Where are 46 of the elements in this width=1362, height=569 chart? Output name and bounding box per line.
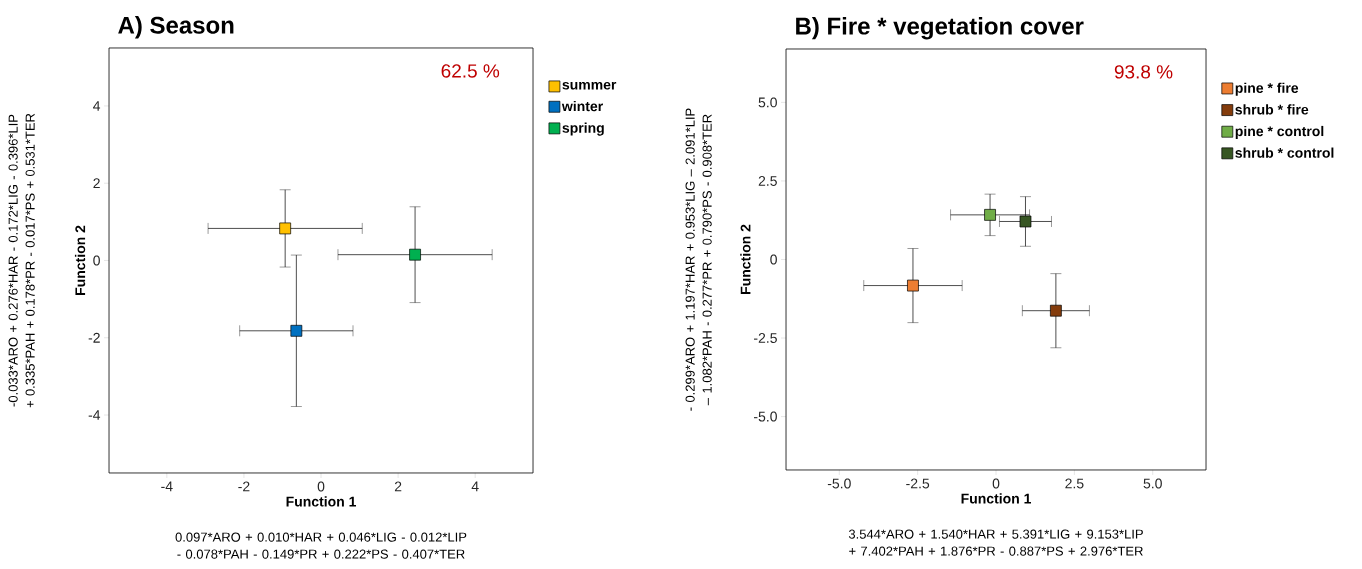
point (290, 324, 303, 337)
x-tick-label: 5.0 (1143, 478, 1162, 489)
y-tick-label: -2.5 (754, 333, 777, 343)
legend-label: pine * control (1235, 125, 1324, 139)
y-axis-title: Function 2 (740, 224, 751, 294)
chart-title: B) Fire * vegetation cover (796, 16, 1084, 40)
x-tick-label: 4 (471, 481, 479, 492)
y-tick-label: -4 (88, 410, 101, 420)
point (984, 209, 996, 221)
text: - 0.299*ARO + 1.197*HAR + 0.953*LIG – 2.091*LIP – 1.082*PAH - 0.277*PR + 0.790*PS - 0.908*TER (685, 108, 712, 411)
text: 0.097*ARO + 0.010*HAR + 0.046*LIG - 0.012*LIP - 0.078*PAH - 0.149*PR + 0.222*PS - 0.407*TER (175, 532, 467, 559)
legend-label: shrub * fire (1235, 104, 1309, 115)
x-tick-label: -4 (161, 481, 173, 492)
y-axis-title: Function 2 (74, 225, 86, 295)
legend-label: spring (562, 122, 604, 136)
x-axis-title: Function 1 (286, 496, 357, 507)
annotation: 62.5 % (441, 64, 500, 78)
x-axis-title: Function 1 (961, 493, 1032, 504)
legend-label: winter (561, 100, 603, 112)
y-tick-label: 2.5 (758, 175, 777, 186)
text: -0.033*ARO + 0.276*HAR - 0.172*LIG - 0.396*LIP + 0.335*PAH + 0.178*PR - 0.017*PS + 0.531*TER (8, 113, 35, 408)
chart-title: A) Season (118, 16, 234, 39)
point (1050, 304, 1062, 317)
legend-label: shrub * control (1235, 147, 1334, 158)
y-tick-label: 2 (93, 178, 100, 189)
annotation: 93.8 % (1114, 65, 1173, 79)
x-tick-label: 0 (992, 478, 1000, 489)
point (1019, 215, 1032, 228)
x-tick-label: 2.5 (1065, 478, 1084, 489)
point (409, 248, 421, 261)
y-tick-label: 5.0 (758, 97, 777, 108)
x-tick-label: 2 (394, 481, 402, 492)
legend-label: summer (562, 81, 617, 90)
x-tick-label: -2.5 (906, 478, 930, 489)
legend-label: pine * fire (1235, 82, 1299, 96)
x-tick-label: -2 (238, 481, 250, 492)
point (907, 279, 919, 292)
x-tick-label: -5.0 (827, 478, 851, 489)
y-tick-label: -2 (88, 332, 100, 343)
y-tick-label: 0 (770, 254, 777, 265)
text: 3.544*ARO + 1.540*HAR + 5.391*LIG + 9.153*LIP + 7.402*PAH + 1.876*PR - 0.887*PS + 2.976*TER (848, 529, 1143, 556)
point (279, 222, 292, 235)
y-tick-label: 4 (93, 101, 101, 111)
x-tick-label: 0 (317, 481, 325, 492)
y-tick-label: -5.0 (754, 411, 777, 422)
y-tick-label: 0 (93, 255, 100, 266)
